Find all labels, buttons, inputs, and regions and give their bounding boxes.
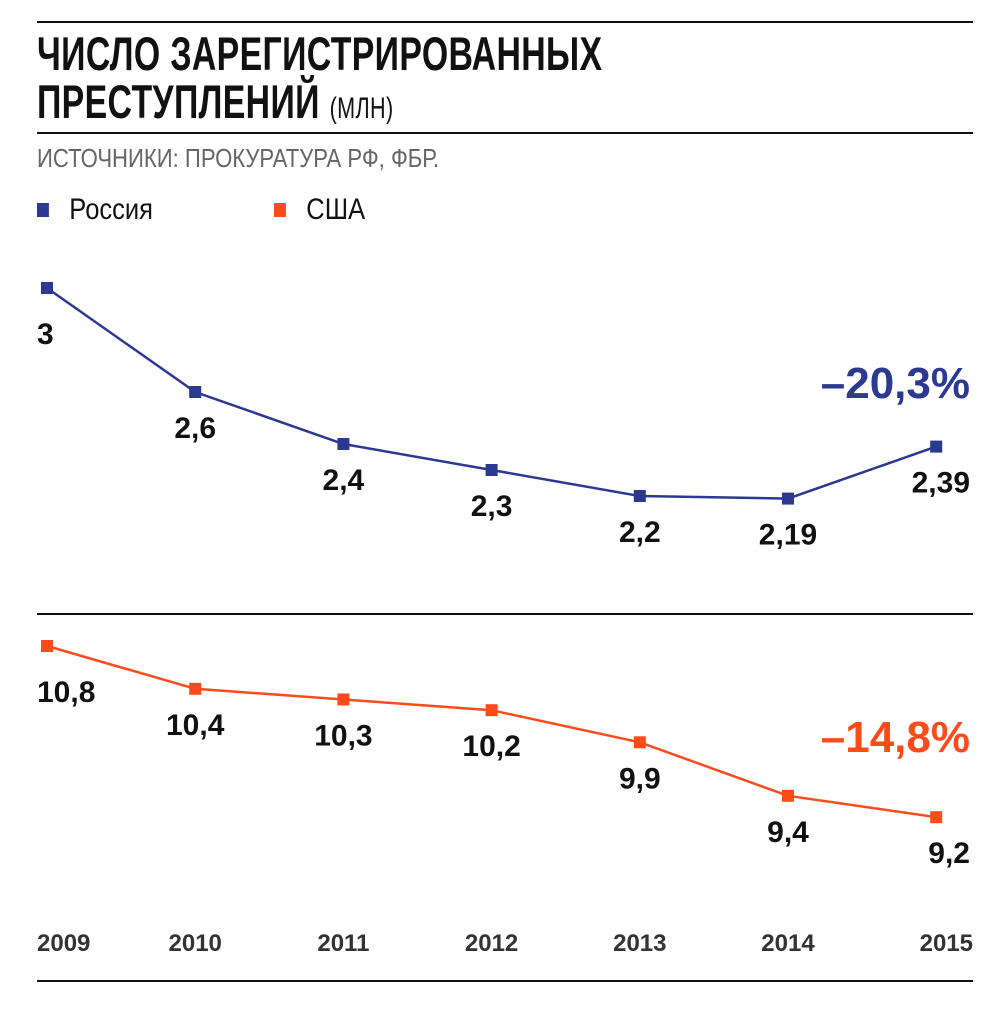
x-tick-label: 2009 [37,930,90,957]
data-label-usa: 10,3 [314,720,372,753]
legend-item-usa: США [274,193,365,227]
data-marker-usa [485,704,498,717]
data-label-usa: 9,9 [619,762,661,795]
legend-swatch-russia [37,203,49,217]
data-marker-usa [337,693,350,706]
legend-item-russia: Россия [37,193,153,227]
bottom-rule [37,980,973,982]
data-marker-russia [930,440,943,453]
x-tick-label: 2010 [169,930,222,957]
unit-label: (МЛН) [329,92,394,125]
data-label-usa: 10,2 [462,730,520,763]
data-label-russia: 2,19 [759,519,817,552]
data-marker-usa [930,811,943,824]
x-tick-label: 2013 [613,930,666,957]
data-marker-usa [633,736,646,749]
legend-label-russia: Россия [69,193,153,226]
change-label-russia: –20,3% [821,359,970,408]
source-text: ИСТОЧНИКИ: ПРОКУРАТУРА РФ, ФБР. [37,143,439,173]
data-marker-usa [189,682,202,695]
data-marker-russia [337,438,350,450]
top-rule [37,21,973,23]
x-tick-label: 2011 [317,930,369,957]
title-line-1: ЧИСЛО ЗАРЕГИСТРИРОВАННЫХ [37,27,603,80]
title-rule [37,132,973,134]
data-label-usa: 9,2 [928,837,970,870]
data-label-russia: 2,4 [323,464,365,497]
data-label-usa: 10,8 [37,676,95,709]
divider-rule [37,613,973,615]
data-label-russia: 2,39 [912,467,970,500]
data-label-usa: 10,4 [166,709,225,742]
data-marker-russia [782,492,794,505]
data-label-russia: 3 [37,318,54,351]
data-marker-russia [189,386,202,398]
title-line-2: ПРЕСТУПЛЕНИЙ [37,75,320,128]
data-label-russia: 2,2 [619,516,661,549]
data-label-usa: 9,4 [767,816,809,849]
data-marker-usa [41,640,53,652]
change-label-usa: –14,8% [821,713,970,762]
x-tick-label: 2014 [761,930,815,957]
data-marker-usa [782,789,794,802]
data-marker-russia [41,282,53,294]
data-label-russia: 2,3 [471,490,513,523]
data-label-russia: 2,6 [174,412,216,445]
legend-label-usa: США [306,193,366,226]
data-marker-russia [485,464,498,476]
legend-swatch-usa [274,203,286,217]
data-marker-russia [633,490,646,502]
x-tick-label: 2012 [465,930,518,957]
x-tick-label: 2015 [920,930,973,957]
chart-title: ЧИСЛО ЗАРЕГИСТРИРОВАННЫХ ПРЕСТУПЛЕНИЙ (М… [37,30,602,133]
